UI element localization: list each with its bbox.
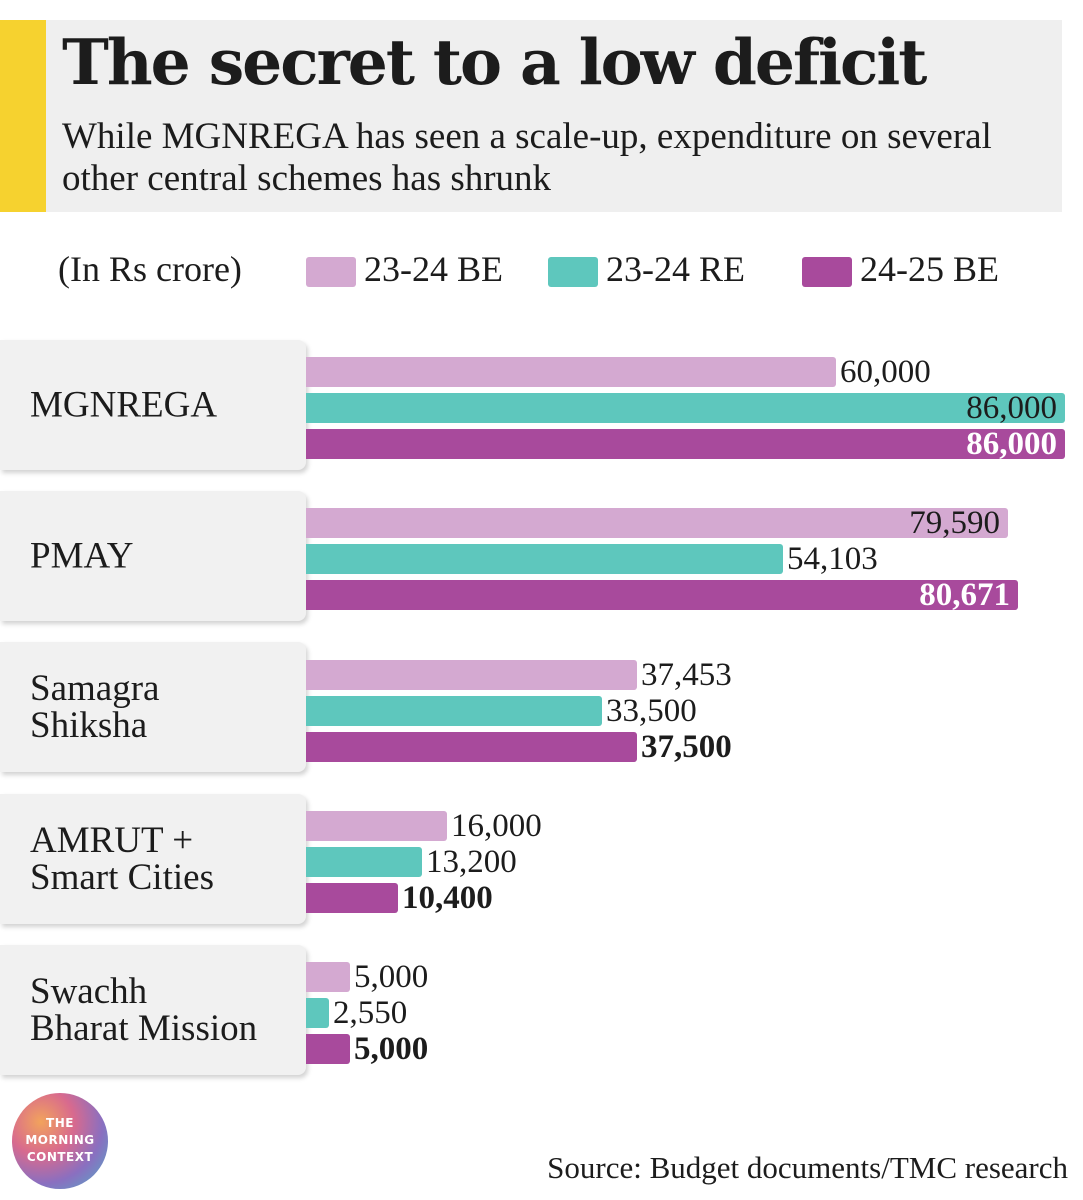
value-label-mgnrega-23-24-re: 86,000 xyxy=(966,390,1057,426)
legend-label-24-25-be: 24-25 BE xyxy=(860,249,999,289)
value-label-mgnrega-24-25-be: 86,000 xyxy=(966,426,1057,462)
legend-swatch-24-25-be xyxy=(802,257,852,287)
bar-amrut-smart-cities-23-24-re xyxy=(306,847,422,877)
value-label-amrut-smart-cities-24-25-be: 10,400 xyxy=(402,880,493,916)
bar-amrut-smart-cities-24-25-be xyxy=(306,883,398,913)
value-label-swachh-bharat-mission-23-24-re: 2,550 xyxy=(333,995,408,1031)
bar-samagra-shiksha-23-24-re xyxy=(306,696,602,726)
unit-label: (In Rs crore) xyxy=(58,249,242,289)
header-accent-bar xyxy=(0,20,46,212)
category-label-pmay: PMAY xyxy=(30,535,134,577)
legend-label-23-24-be: 23-24 BE xyxy=(364,249,503,289)
value-label-samagra-shiksha-24-25-be: 37,500 xyxy=(641,729,732,765)
source-note: Source: Budget documents/TMC research xyxy=(547,1150,1068,1185)
bar-pmay-23-24-re xyxy=(306,544,783,574)
bar-pmay-23-24-be xyxy=(306,508,1008,538)
legend-swatch-23-24-be xyxy=(306,257,356,287)
value-label-samagra-shiksha-23-24-re: 33,500 xyxy=(606,693,697,729)
bar-mgnrega-23-24-be xyxy=(306,357,836,387)
category-label-swachh-bharat-mission: Swachh Bharat Mission xyxy=(30,971,258,1049)
bar-samagra-shiksha-23-24-be xyxy=(306,660,637,690)
value-label-amrut-smart-cities-23-24-re: 13,200 xyxy=(426,844,517,880)
chart-subtitle: While MGNREGA has seen a scale-up, expen… xyxy=(62,116,992,199)
category-label-amrut-smart-cities: AMRUT + Smart Cities xyxy=(30,820,214,898)
bar-swachh-bharat-mission-23-24-re xyxy=(306,998,329,1028)
value-label-pmay-24-25-be: 80,671 xyxy=(919,577,1010,613)
value-label-pmay-23-24-be: 79,590 xyxy=(909,505,1000,541)
category-panel-samagra-shiksha: Samagra Shiksha xyxy=(0,642,306,772)
value-label-swachh-bharat-mission-24-25-be: 5,000 xyxy=(354,1031,429,1067)
value-label-pmay-23-24-re: 54,103 xyxy=(787,541,878,577)
value-label-swachh-bharat-mission-23-24-be: 5,000 xyxy=(354,959,429,995)
bar-swachh-bharat-mission-24-25-be xyxy=(306,1034,350,1064)
bar-samagra-shiksha-24-25-be xyxy=(306,732,637,762)
header-panel xyxy=(0,20,1062,212)
bar-amrut-smart-cities-23-24-be xyxy=(306,811,447,841)
category-panel-swachh-bharat-mission: Swachh Bharat Mission xyxy=(0,945,306,1075)
category-label-samagra-shiksha: Samagra Shiksha xyxy=(30,668,160,746)
value-label-amrut-smart-cities-23-24-be: 16,000 xyxy=(451,808,542,844)
logo-text: THE MORNING CONTEXT xyxy=(25,1116,95,1164)
value-label-mgnrega-23-24-be: 60,000 xyxy=(840,354,931,390)
chart-title: The secret to a low deficit xyxy=(62,25,927,99)
bar-mgnrega-23-24-re xyxy=(306,393,1065,423)
legend-label-23-24-re: 23-24 RE xyxy=(606,249,745,289)
bar-pmay-24-25-be xyxy=(306,580,1018,610)
value-label-samagra-shiksha-23-24-be: 37,453 xyxy=(641,657,732,693)
category-panel-mgnrega: MGNREGA xyxy=(0,340,306,470)
category-label-mgnrega: MGNREGA xyxy=(30,384,218,426)
bar-mgnrega-24-25-be xyxy=(306,429,1065,459)
legend: (In Rs crore) 23-24 BE 23-24 RE 24-25 BE xyxy=(0,244,1083,294)
legend-swatch-23-24-re xyxy=(548,257,598,287)
category-panel-pmay: PMAY xyxy=(0,491,306,621)
bar-swachh-bharat-mission-23-24-be xyxy=(306,962,350,992)
logo: THE MORNING CONTEXT xyxy=(12,1093,108,1189)
category-panel-amrut-smart-cities: AMRUT + Smart Cities xyxy=(0,794,306,924)
